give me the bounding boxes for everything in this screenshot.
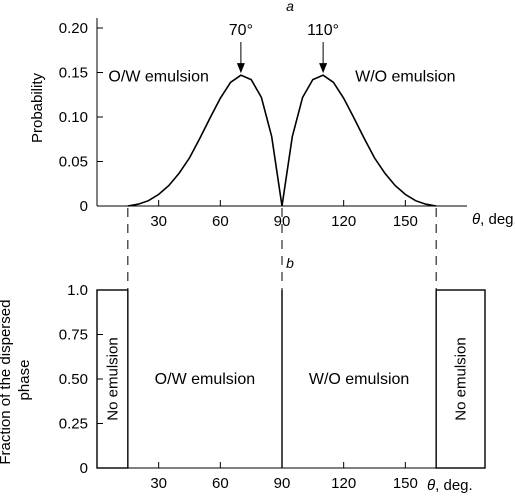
panel-a-x-axis-unit: , deg. <box>480 211 515 228</box>
panel-a-x-tick-label: 90 <box>274 213 291 230</box>
panel-b-label: b <box>286 255 294 271</box>
panel-a-label: a <box>286 0 294 14</box>
panel-a-x-tick-label: 30 <box>150 213 167 230</box>
panel-b-x-axis-unit: , deg. <box>435 477 473 494</box>
panel-b-x-tick-label: 150 <box>393 475 418 492</box>
panel-b: b Fraction of the dispersed phase 00.250… <box>0 255 486 494</box>
panel-b-y-tick-label: 1.0 <box>67 282 88 299</box>
panel-b-y-axis-title: Fraction of the dispersed phase <box>0 295 33 464</box>
panel-b-y-tick-label: 0 <box>80 460 88 477</box>
panel-a-x-axis-title: θ, deg. <box>472 211 515 228</box>
panel-a-region-label: O/W emulsion <box>108 68 208 85</box>
panel-a-y-tick-label: 0.15 <box>59 65 88 82</box>
panel-a-y-tick-label: 0 <box>80 198 88 215</box>
panel-a-y-tick-label: 0.05 <box>59 154 88 171</box>
panel-a-peak-label: 110° <box>307 22 339 39</box>
panel-a-peak-label: 70° <box>229 22 253 39</box>
panel-b-regions: No emulsion O/W emulsion W/O emulsion No em… <box>96 289 486 469</box>
panel-a-x-ticks: 30 60 90 120 150 <box>150 200 418 230</box>
panel-b-region-label: No emulsion <box>453 337 470 420</box>
panel-a-region-labels: O/W emulsion W/O emulsion <box>108 68 455 85</box>
panel-a-y-tick-label: 0.10 <box>59 109 88 126</box>
panel-b-x-axis-title: θ, deg. <box>427 477 473 494</box>
panel-b-y-axis-title-line-2: phase <box>16 360 33 401</box>
panel-a-y-axis-title: Probability <box>29 72 46 143</box>
panel-a-x-tick-label: 120 <box>331 213 356 230</box>
panel-b-no-emulsion-box <box>96 289 129 469</box>
panel-a-x-tick-label: 60 <box>212 213 229 230</box>
panel-b-x-axis-theta: θ <box>427 477 435 494</box>
dashed-connectors <box>127 208 437 290</box>
panel-a-y-ticks: 0 0.05 0.10 0.15 0.20 <box>59 20 103 215</box>
panel-b-y-tick-label: 0.75 <box>59 327 88 344</box>
panel-b-x-tick-label: 90 <box>274 475 291 492</box>
panel-b-no-emulsion-box <box>435 289 486 469</box>
panel-a-peak-annotations: 70° 110° <box>229 22 339 74</box>
panel-b-y-tick-label: 0.25 <box>59 416 88 433</box>
panel-b-x-tick-label: 60 <box>212 475 229 492</box>
panel-a-peak-arrow-head <box>236 63 245 74</box>
panel-a-probability-curve <box>127 74 437 207</box>
panel-b-region-label: O/W emulsion <box>155 371 255 388</box>
panel-b-y-tick-label: 0.50 <box>59 371 88 388</box>
panel-a-x-axis-theta: θ <box>472 211 480 228</box>
panel-b-y-axis-title-line-1: Fraction of the dispersed <box>0 300 14 465</box>
panel-b-region-label: W/O emulsion <box>309 371 409 388</box>
panel-b-x-tick-label: 30 <box>150 475 167 492</box>
panel-a-peak-arrow-head <box>319 63 328 74</box>
panel-b-region-label: No emulsion <box>104 337 121 420</box>
panel-a-region-label: W/O emulsion <box>355 68 455 85</box>
panel-a: a Probability 0 0.05 0.10 0.15 0.20 30 60 90 12… <box>29 0 515 230</box>
panel-b-x-tick-label: 120 <box>331 475 356 492</box>
panel-b-y-ticks: 0 0.25 0.50 0.75 1.0 <box>59 282 103 477</box>
panel-a-y-tick-label: 0.20 <box>59 20 88 37</box>
panel-b-x-ticks: 30 60 90 120 150 <box>150 462 418 492</box>
panel-a-x-tick-label: 150 <box>393 213 418 230</box>
